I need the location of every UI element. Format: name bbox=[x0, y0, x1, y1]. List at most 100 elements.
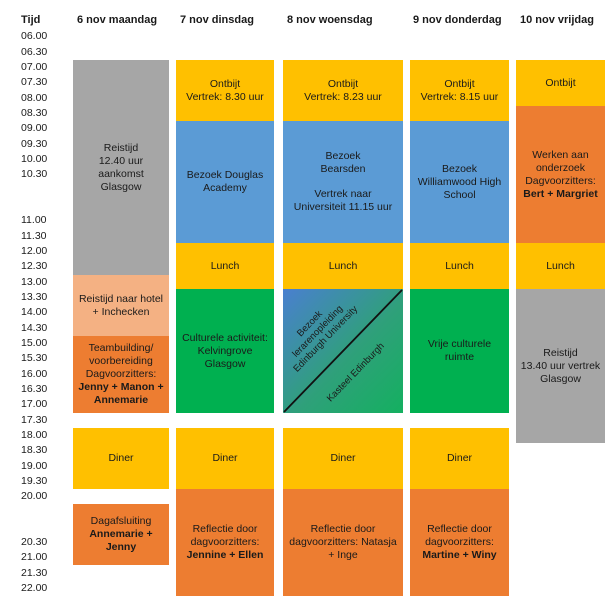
block-text: dagvoorzitters: bbox=[190, 536, 260, 548]
block-text: Diner bbox=[108, 452, 134, 464]
block-text: Diner bbox=[212, 452, 238, 464]
time-label: 17.00 bbox=[21, 398, 48, 410]
block-text: Bezoek bbox=[325, 150, 361, 162]
time-label: 17.30 bbox=[21, 414, 48, 426]
wed-split-block: Bezoek lerarenopleiding Edinburgh Univer… bbox=[283, 289, 403, 413]
block-text: Dagvoorzitters: bbox=[525, 174, 596, 187]
block-text: Lunch bbox=[328, 259, 358, 272]
block-text: Diner bbox=[446, 452, 473, 464]
time-label: 09.30 bbox=[21, 138, 48, 150]
time-label: 15.00 bbox=[21, 337, 48, 349]
block-text: Ontbijt bbox=[444, 77, 475, 90]
block-text: Ontbijt bbox=[327, 77, 359, 90]
time-label: 13.00 bbox=[21, 276, 48, 288]
block-text: Williamwood High bbox=[417, 175, 502, 188]
tue-dinner-block: Diner bbox=[176, 428, 274, 489]
block-text: Universiteit 11.15 uur bbox=[293, 201, 393, 213]
block-text: Diner bbox=[330, 452, 356, 464]
tue-reflect-block: Reflectie door dagvoorzitters: Jennine +… bbox=[176, 489, 274, 596]
time-label: 13.30 bbox=[21, 291, 48, 303]
time-label: 06.00 bbox=[21, 30, 48, 42]
thu-lunch-block: Lunch bbox=[410, 243, 509, 289]
time-label: 16.30 bbox=[21, 383, 48, 395]
block-text: Reistijd bbox=[103, 141, 139, 154]
block-text: Jenny bbox=[105, 541, 137, 553]
block-text: Vertrek: 8.30 uur bbox=[186, 90, 264, 103]
block-text: Bert + Margriet bbox=[523, 187, 598, 200]
thu-dinner-block: Diner bbox=[410, 428, 509, 489]
block-text: Reistijd bbox=[543, 346, 578, 359]
block-text: Teambuilding/ bbox=[88, 342, 154, 354]
day-header-monday: 6 nov maandag bbox=[77, 14, 158, 26]
block-text: 13.40 uur vertrek bbox=[520, 359, 601, 372]
block-text: Academy bbox=[203, 182, 247, 194]
block-text: onderzoek bbox=[535, 161, 586, 174]
block-text: Culturele activiteit: bbox=[182, 331, 268, 344]
time-label: 12.00 bbox=[21, 245, 48, 257]
time-label: 14.30 bbox=[21, 322, 48, 334]
block-text: Lunch bbox=[546, 259, 575, 272]
block-text: Annemarie bbox=[93, 394, 149, 406]
block-text: aankomst bbox=[98, 167, 144, 180]
day-header-tuesday: 7 nov dinsdag bbox=[180, 14, 254, 26]
block-text: Annemarie + bbox=[89, 528, 153, 540]
block-text: Ontbijt bbox=[545, 76, 576, 89]
tue-culture-block: Culturele activiteit: Kelvingrove Glasgo… bbox=[176, 289, 274, 413]
block-text: Lunch bbox=[210, 259, 240, 272]
block-text: Glasgow bbox=[100, 180, 142, 193]
block-text: School bbox=[443, 188, 476, 201]
block-text: Vertrek: 8.23 uur bbox=[304, 90, 382, 103]
wed-reflect-block: Reflectie door dagvoorzitters: Natasja +… bbox=[283, 489, 403, 596]
time-label: 10.00 bbox=[21, 153, 48, 165]
block-text: Bearsden bbox=[320, 163, 366, 175]
time-label: 22.00 bbox=[21, 582, 48, 594]
block-text: ruimte bbox=[444, 351, 475, 363]
block-text: voorbereiding bbox=[89, 355, 153, 367]
block-text: Vertrek naar bbox=[314, 188, 372, 200]
time-label: 20.30 bbox=[21, 536, 48, 548]
time-label: 11.00 bbox=[21, 214, 47, 226]
time-label: 18.00 bbox=[21, 429, 48, 441]
day-header-wednesday: 8 nov woensdag bbox=[287, 14, 373, 26]
fri-lunch-block: Lunch bbox=[516, 243, 605, 289]
time-label: 10.30 bbox=[21, 168, 48, 180]
time-label: 09.00 bbox=[21, 122, 48, 134]
block-text: Martine + Winy bbox=[422, 549, 497, 561]
time-label: 12.30 bbox=[21, 260, 48, 272]
mon-hotel-block: Reistijd naar hotel + Inchecken bbox=[73, 275, 169, 336]
block-text: Vrije culturele bbox=[427, 338, 492, 350]
block-text: Reistijd naar hotel bbox=[78, 292, 164, 305]
block-text: dagvoorzitters: bbox=[425, 536, 494, 548]
time-label: 07.30 bbox=[21, 76, 48, 88]
time-label: 19.00 bbox=[21, 460, 48, 472]
fri-breakfast-block: Ontbijt bbox=[516, 60, 605, 106]
time-label: 06.30 bbox=[21, 46, 48, 58]
time-label: 15.30 bbox=[21, 352, 48, 364]
time-label: 08.00 bbox=[21, 92, 48, 104]
block-text: Werken aan bbox=[532, 148, 589, 161]
time-label: 20.00 bbox=[21, 490, 48, 502]
block-text: + Inchecken bbox=[92, 305, 150, 318]
time-label: 21.00 bbox=[21, 551, 48, 563]
block-text: Dagafsluiting bbox=[90, 515, 152, 527]
block-text: Jenny + Manon + bbox=[78, 381, 164, 393]
time-label: 21.30 bbox=[21, 567, 48, 579]
block-text: dagvoorzitters: Natasja bbox=[289, 536, 397, 548]
fri-work-block: Werken aan onderzoek Dagvoorzitters: Ber… bbox=[516, 106, 605, 243]
block-text: 12.40 uur bbox=[98, 154, 144, 167]
block-text: Vertrek: 8.15 uur bbox=[420, 90, 499, 103]
time-label: 16.00 bbox=[21, 368, 48, 380]
wed-lunch-block: Lunch bbox=[283, 243, 403, 289]
block-text: Jennine + Ellen bbox=[186, 549, 264, 561]
mon-dinner-block: Diner bbox=[73, 428, 169, 489]
block-text: Bezoek Douglas bbox=[186, 169, 264, 181]
mon-travel-block: Reistijd 12.40 uur aankomst Glasgow bbox=[73, 60, 169, 275]
thu-reflect-block: Reflectie door dagvoorzitters: Martine +… bbox=[410, 489, 509, 596]
tue-lunch-block: Lunch bbox=[176, 243, 274, 289]
wed-visit-block: Bezoek Bearsden Vertrek naar Universitei… bbox=[283, 121, 403, 243]
thu-breakfast-block: Ontbijt Vertrek: 8.15 uur bbox=[410, 60, 509, 121]
day-header-thursday: 9 nov donderdag bbox=[413, 14, 502, 26]
block-text: + Inge bbox=[328, 549, 358, 561]
time-label: 08.30 bbox=[21, 107, 48, 119]
block-text: Ontbijt bbox=[209, 77, 241, 90]
